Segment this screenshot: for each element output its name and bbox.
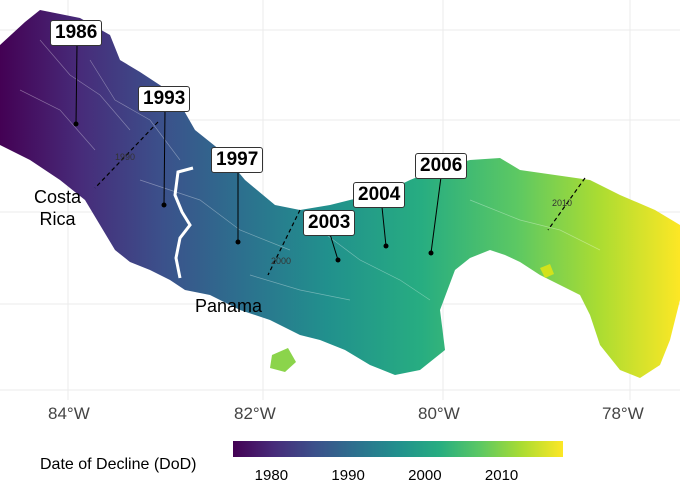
year-label-2004: 2004: [353, 182, 406, 208]
country-label-panama: Panama: [195, 296, 263, 316]
year-label-1993: 1993: [138, 86, 191, 112]
legend-tick-1990: 1990: [331, 467, 365, 484]
island: [270, 348, 296, 372]
leader-lines: [75, 44, 442, 261]
longitude-tick-80w: 80°W: [418, 404, 460, 423]
year-label-2006: 2006: [415, 153, 468, 179]
year-label-1986: 1986: [50, 20, 103, 46]
year-label-2003: 2003: [303, 210, 356, 236]
legend-tick-2010: 2010: [484, 467, 519, 484]
longitude-tick-78w: 78°W: [602, 404, 644, 423]
longitude-tick-84w: 84°W: [48, 404, 90, 423]
year-label-1997: 1997: [211, 147, 264, 173]
legend-tick-2000: 2000: [408, 467, 442, 484]
legend-colorbar: [233, 441, 563, 457]
country-label-costa-rica: Costa Rica: [34, 187, 82, 229]
land-mass: [0, 10, 680, 378]
contour-label-2010: 2010: [552, 198, 573, 208]
contour-label-1990: 1990: [115, 152, 136, 162]
legend-tick-1980: 1980: [254, 467, 289, 484]
island: [540, 264, 554, 278]
contour-label-2000: 2000: [271, 256, 292, 266]
longitude-tick-82w: 82°W: [234, 404, 276, 423]
legend-title: Date of Decline (DoD): [40, 456, 197, 473]
country-border: [173, 166, 194, 279]
decline-points: [73, 121, 434, 263]
contour-lines: [94, 121, 586, 276]
